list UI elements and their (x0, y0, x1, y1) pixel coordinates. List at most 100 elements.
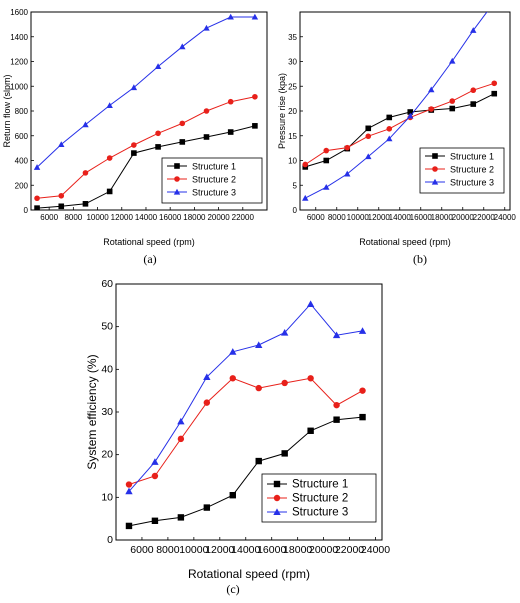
y-tick-label: 35 (288, 33, 297, 42)
legend-label-1: Structure 1 (450, 152, 494, 162)
data-point (302, 161, 309, 168)
x-tick-label: 8000 (328, 213, 346, 222)
data-point (58, 203, 65, 210)
data-point (359, 387, 366, 394)
data-point (58, 192, 65, 199)
x-tick-label: 18000 (283, 544, 312, 556)
x-tick-label: 18000 (431, 213, 454, 222)
legend-marker-3 (273, 508, 281, 515)
data-point (82, 201, 89, 207)
legend-label-1: Structure 1 (292, 479, 348, 491)
y-tick-label: 30 (288, 58, 297, 67)
x-tick-label: 16000 (159, 213, 182, 222)
x-tick-label: 10000 (347, 213, 370, 222)
data-point (333, 401, 340, 409)
data-point (386, 135, 393, 142)
data-point (203, 134, 210, 140)
series-line-1 (37, 125, 256, 209)
data-point (179, 43, 186, 50)
data-point (428, 86, 435, 93)
y-tick-label: 200 (15, 181, 29, 190)
data-point (407, 112, 414, 119)
data-point (106, 155, 113, 161)
y-tick-label: 10 (101, 491, 113, 503)
data-point (106, 188, 113, 195)
y-tick-label: 800 (15, 107, 29, 116)
data-point (365, 153, 372, 160)
data-point (227, 13, 234, 20)
y-tick-label: 30 (101, 406, 113, 418)
y-axis-title: System efficiency (%) (85, 354, 99, 469)
caption-c: (c) (226, 582, 239, 596)
legend-label-3: Structure 3 (192, 188, 236, 198)
data-point (491, 90, 498, 97)
y-tick-label: 0 (24, 206, 29, 215)
series-line-3 (128, 303, 363, 492)
data-point (491, 0, 497, 5)
y-tick-label: 15 (288, 132, 297, 141)
data-point (251, 13, 259, 20)
data-point (227, 98, 234, 105)
y-tick-label: 600 (15, 132, 29, 141)
data-point (491, 80, 498, 87)
data-point (332, 331, 341, 339)
series-line-2 (305, 82, 495, 165)
data-point (344, 144, 351, 151)
data-point (302, 194, 309, 201)
y-tick-label: 5 (293, 181, 298, 190)
data-point (470, 101, 477, 107)
data-point (151, 472, 159, 480)
data-point (203, 108, 210, 114)
y-axis-title: Return flow (slpm) (2, 74, 12, 147)
x-tick-label: 24000 (361, 544, 390, 556)
data-point (151, 458, 159, 465)
data-point (281, 450, 288, 457)
y-tick-label: 0 (107, 534, 113, 546)
y-tick-label: 50 (101, 321, 113, 333)
legend: Structure 1 Structure 2 Structure 3 (261, 473, 377, 523)
legend-marker-3 (173, 188, 181, 195)
x-tick-label: 14000 (135, 213, 158, 222)
y-tick-label: 40 (101, 363, 113, 375)
data-point (58, 141, 65, 147)
data-point (82, 121, 89, 128)
plot-area (125, 300, 367, 530)
x-tick-label: 20000 (452, 213, 475, 222)
legend-marker-2 (273, 494, 281, 502)
data-point (307, 427, 314, 434)
data-point (344, 170, 351, 177)
data-point (323, 184, 330, 190)
x-tick-label: 20000 (207, 213, 230, 222)
data-point (177, 435, 185, 443)
data-point (252, 93, 258, 100)
data-point (323, 157, 330, 164)
x-axis-title: Rotational speed (rpm) (103, 237, 195, 247)
data-point (155, 144, 161, 150)
x-tick-label: 22000 (473, 213, 496, 222)
data-point (33, 164, 41, 170)
data-point (255, 384, 262, 392)
y-tick-label: 0 (293, 206, 298, 215)
series-line-1 (305, 93, 495, 168)
chart-return-flow: 6000 8000 10000 12000 14000 16000 18000 20000 22… (2, 8, 268, 247)
data-point (179, 139, 186, 145)
x-tick-label: 20000 (309, 544, 338, 556)
x-tick-label: 6000 (130, 544, 154, 556)
x-tick-label: 22000 (232, 213, 255, 222)
data-point (449, 105, 456, 112)
data-point (323, 147, 330, 154)
data-point (333, 416, 340, 423)
data-point (227, 129, 234, 135)
data-point (155, 130, 161, 137)
data-point (130, 84, 138, 91)
y-axis-title: Pressure rise (kpa) (277, 73, 287, 149)
legend-marker-1 (174, 163, 180, 169)
data-point (358, 327, 367, 334)
data-point (131, 142, 137, 148)
data-point (179, 120, 186, 127)
data-point (428, 106, 435, 112)
x-tick-label: 10000 (86, 213, 109, 222)
x-tick-label: 12000 (368, 213, 391, 222)
data-point (125, 522, 133, 530)
data-point (203, 504, 211, 511)
